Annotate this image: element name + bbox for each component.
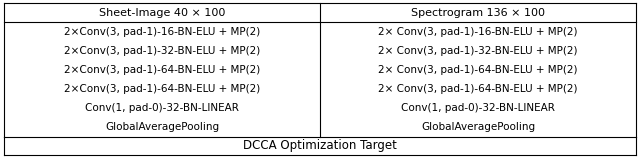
Text: 2×Conv(3, pad-1)-64-BN-ELU + MP(2): 2×Conv(3, pad-1)-64-BN-ELU + MP(2): [64, 65, 260, 75]
Text: 2×Conv(3, pad-1)-64-BN-ELU + MP(2): 2×Conv(3, pad-1)-64-BN-ELU + MP(2): [64, 84, 260, 94]
Text: 2× Conv(3, pad-1)-16-BN-ELU + MP(2): 2× Conv(3, pad-1)-16-BN-ELU + MP(2): [378, 27, 578, 37]
Text: 2×Conv(3, pad-1)-16-BN-ELU + MP(2): 2×Conv(3, pad-1)-16-BN-ELU + MP(2): [64, 27, 260, 37]
Text: 2× Conv(3, pad-1)-32-BN-ELU + MP(2): 2× Conv(3, pad-1)-32-BN-ELU + MP(2): [378, 46, 578, 56]
Text: Conv(1, pad-0)-32-BN-LINEAR: Conv(1, pad-0)-32-BN-LINEAR: [401, 103, 555, 113]
Text: Sheet-Image 40 × 100: Sheet-Image 40 × 100: [99, 7, 225, 18]
Text: GlobalAveragePooling: GlobalAveragePooling: [421, 122, 535, 132]
Text: DCCA Optimization Target: DCCA Optimization Target: [243, 140, 397, 152]
Text: Conv(1, pad-0)-32-BN-LINEAR: Conv(1, pad-0)-32-BN-LINEAR: [85, 103, 239, 113]
Text: 2× Conv(3, pad-1)-64-BN-ELU + MP(2): 2× Conv(3, pad-1)-64-BN-ELU + MP(2): [378, 84, 578, 94]
Text: Spectrogram 136 × 100: Spectrogram 136 × 100: [411, 7, 545, 18]
Text: 2× Conv(3, pad-1)-64-BN-ELU + MP(2): 2× Conv(3, pad-1)-64-BN-ELU + MP(2): [378, 65, 578, 75]
Text: 2×Conv(3, pad-1)-32-BN-ELU + MP(2): 2×Conv(3, pad-1)-32-BN-ELU + MP(2): [64, 46, 260, 56]
Text: GlobalAveragePooling: GlobalAveragePooling: [105, 122, 219, 132]
